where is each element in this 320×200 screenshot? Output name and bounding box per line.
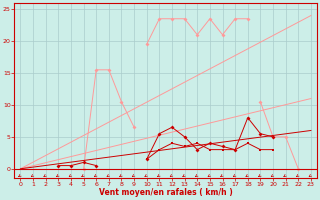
X-axis label: Vent moyen/en rafales ( km/h ): Vent moyen/en rafales ( km/h )	[99, 188, 233, 197]
